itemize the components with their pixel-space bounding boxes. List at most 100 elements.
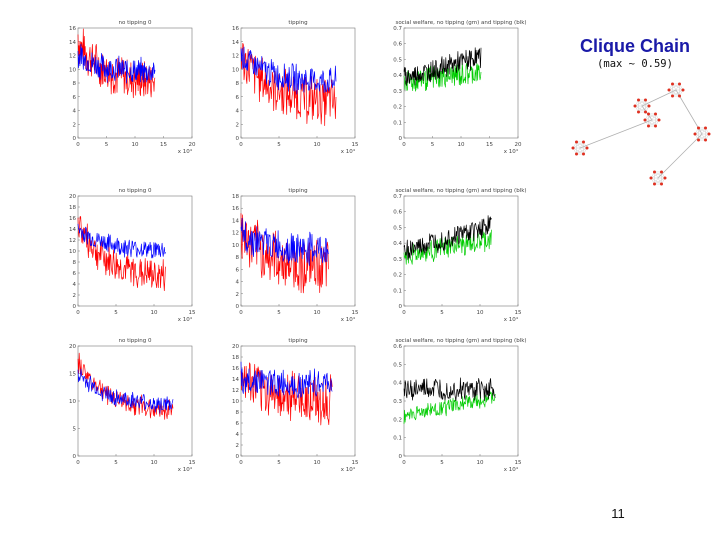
x-tick-label: 15	[160, 142, 167, 148]
clique-node-cluster	[633, 98, 651, 114]
y-tick-label: 2	[236, 122, 240, 128]
series-line-2	[403, 47, 482, 86]
x-tick-label: 0	[76, 460, 80, 466]
y-tick-label: 14	[232, 218, 239, 224]
y-tick-label: 4	[73, 282, 77, 288]
clique-node-cluster	[693, 126, 711, 142]
y-tick-label: 0.4	[393, 73, 402, 79]
series-line-2	[77, 368, 174, 414]
y-tick-label: 8	[236, 81, 240, 87]
series-line-2	[240, 46, 337, 95]
y-tick-label: 18	[69, 205, 76, 211]
subplot-title: no tipping 0	[118, 188, 152, 194]
chain-link	[675, 89, 703, 135]
y-tick-label: 20	[69, 344, 76, 350]
y-tick-label: 6	[236, 95, 240, 101]
x-tick-label: 10	[458, 142, 465, 148]
x-tick-label: 0	[76, 142, 80, 148]
y-tick-label: 0.2	[393, 273, 402, 279]
y-tick-label: 20	[232, 344, 239, 350]
chain-link	[641, 105, 653, 121]
x-tick-label: 0	[402, 310, 406, 316]
y-tick-label: 0.2	[393, 105, 402, 111]
page-number: 11	[611, 506, 625, 521]
x-tick-label: 5	[440, 310, 444, 316]
y-tick-label: 0.3	[393, 399, 402, 405]
subplot-svg: tipping 0 2 4 6 8 10 12 14 16 0 5 10 15x 10⁴	[232, 20, 359, 155]
series-line-2	[403, 377, 496, 402]
subplot-1-1: no tipping 0 0 2 4 6 8 10 12 14 16 0 5 10 15 20 x 10⁴	[62, 14, 222, 164]
x-tick-label: 15	[515, 460, 522, 466]
subplot-3-1: no tipping 0 0 5 10 15 20 0 5 10 15 x 10⁴	[62, 332, 222, 482]
subplot-title: social welfare, no tipping (gm) and tipp…	[395, 338, 526, 344]
x-tick-label: 10	[314, 142, 321, 148]
y-tick-label: 0.5	[393, 57, 402, 63]
series-line-2	[403, 215, 492, 260]
y-tick-label: 0.3	[393, 257, 402, 263]
axes-frame	[240, 195, 356, 307]
subplot-svg: no tipping 0 0 2 4 6 8 10 12 14 16 0 5 10 15 20x 10⁴	[69, 20, 196, 155]
x-tick-label: 0	[76, 310, 80, 316]
y-tick-label: 0	[399, 136, 403, 142]
y-tick-label: 0.5	[393, 225, 402, 231]
x-tick-label: 10	[132, 142, 139, 148]
y-tick-label: 0.6	[393, 210, 402, 216]
y-tick-label: 4	[236, 432, 240, 438]
y-tick-label: 16	[69, 216, 76, 222]
subplot-svg: social welfare, no tipping (gm) and tipp…	[393, 338, 526, 473]
subplot-svg: social welfare, no tipping (gm) and tipp…	[393, 20, 526, 155]
axes-frame	[403, 195, 519, 307]
series-line-2	[240, 217, 329, 266]
y-tick-label: 6	[73, 95, 77, 101]
series-line-1	[77, 215, 166, 292]
y-tick-label: 0.1	[393, 288, 402, 294]
x-tick-label: 20	[189, 142, 196, 148]
x-tick-label: 0	[402, 142, 406, 148]
subplot-title: social welfare, no tipping (gm) and tipp…	[395, 188, 526, 194]
y-tick-label: 18	[232, 194, 239, 200]
y-tick-label: 6	[73, 271, 77, 277]
slide-subtitle: (max ~ 0.59)	[597, 58, 673, 70]
subplot-svg: tipping 0 2 4 6 8 10 12 14 16 18 0 5 10 15x 10⁴	[232, 188, 359, 323]
clique-node-cluster	[571, 140, 589, 156]
x-tick-label: 15	[486, 142, 493, 148]
x-tick-label: 5	[277, 310, 281, 316]
y-tick-label: 12	[232, 54, 239, 60]
y-tick-label: 4	[236, 109, 240, 115]
x-tick-label: 5	[440, 460, 444, 466]
y-tick-label: 8	[236, 255, 240, 261]
y-tick-label: 0.4	[393, 381, 402, 387]
x-axis-multiplier: x 10⁴	[178, 316, 193, 323]
y-tick-label: 14	[232, 40, 239, 46]
y-tick-label: 0	[399, 454, 403, 460]
y-tick-label: 6	[236, 267, 240, 273]
y-tick-label: 0	[236, 304, 240, 310]
y-tick-label: 10	[232, 399, 239, 405]
slide-title: Clique Chain	[579, 36, 690, 56]
x-tick-label: 10	[477, 460, 484, 466]
x-tick-label: 15	[189, 310, 196, 316]
y-tick-label: 0	[73, 304, 77, 310]
subplot-1-3: social welfare, no tipping (gm) and tipp…	[388, 14, 548, 164]
x-tick-label: 10	[151, 310, 158, 316]
y-tick-label: 10	[69, 249, 76, 255]
y-tick-label: 20	[69, 194, 76, 200]
subplot-title: tipping	[288, 20, 307, 26]
x-tick-label: 10	[314, 310, 321, 316]
x-tick-label: 5	[105, 142, 109, 148]
subplot-3-3: social welfare, no tipping (gm) and tipp…	[388, 332, 548, 482]
y-tick-label: 10	[232, 243, 239, 249]
x-axis-multiplier: x 10⁴	[341, 466, 356, 473]
y-tick-label: 0.5	[393, 362, 402, 368]
x-axis-multiplier: x 10⁴	[341, 148, 356, 155]
x-tick-label: 15	[189, 460, 196, 466]
subplot-svg: tipping 0 2 4 6 8 10 12 14 16 18 20 0 5 10 15x 10⁴	[232, 338, 359, 473]
y-tick-label: 16	[232, 26, 239, 32]
x-tick-label: 15	[352, 310, 359, 316]
x-tick-label: 15	[515, 310, 522, 316]
subplot-2-1: no tipping 0 0 2 4 6 8 10 12 14 16 18 20 0 5 10 15 x 10⁴	[62, 182, 222, 332]
y-tick-label: 0.6	[393, 344, 402, 350]
y-tick-label: 0.3	[393, 89, 402, 95]
chain-link	[579, 119, 653, 149]
